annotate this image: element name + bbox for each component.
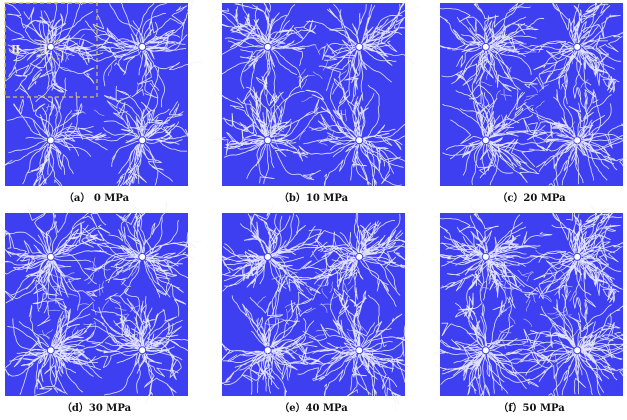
borehole <box>263 252 272 261</box>
borehole <box>138 346 147 355</box>
crack-network <box>472 45 589 156</box>
region-label: Ⅱ <box>11 43 20 56</box>
borehole <box>138 252 147 261</box>
caption: （c）20 MPa <box>497 191 566 204</box>
borehole <box>573 42 582 51</box>
borehole <box>355 346 364 355</box>
crack-network <box>1 77 131 190</box>
crack-network <box>44 33 150 142</box>
crack-network <box>82 200 202 317</box>
borehole <box>481 346 490 355</box>
borehole <box>138 42 147 51</box>
panel <box>215 203 418 410</box>
borehole <box>355 42 364 51</box>
panel <box>431 204 627 409</box>
borehole <box>481 136 490 145</box>
caption: （d）30 MPa <box>62 401 132 414</box>
borehole <box>138 136 147 145</box>
crack-network <box>505 293 627 409</box>
region-box <box>40 40 60 60</box>
caption: （e）40 MPa <box>279 401 348 414</box>
crack-network <box>292 78 406 192</box>
borehole <box>46 42 55 51</box>
panel <box>434 0 627 199</box>
crack-network <box>292 288 409 410</box>
borehole <box>46 346 55 355</box>
borehole <box>46 136 55 145</box>
caption: （b）10 MPa <box>279 191 349 204</box>
crack-network <box>255 246 368 364</box>
crack-network <box>289 210 418 307</box>
crack-network <box>263 32 362 148</box>
borehole <box>481 42 490 51</box>
crack-network <box>517 204 625 315</box>
borehole <box>573 346 582 355</box>
borehole <box>46 252 55 261</box>
crack-network <box>0 205 111 327</box>
borehole <box>263 136 272 145</box>
crack-network <box>306 0 418 104</box>
caption: （f）50 MPa <box>498 401 565 414</box>
region-label: Ⅰ <box>43 43 48 56</box>
borehole <box>355 252 364 261</box>
caption: （a） 0 MPa <box>64 191 130 204</box>
borehole <box>573 252 582 261</box>
crack-network <box>477 249 594 365</box>
panel <box>0 200 202 404</box>
borehole <box>263 42 272 51</box>
panel <box>211 0 418 192</box>
region-box <box>4 2 98 98</box>
crack-network <box>38 249 159 349</box>
crack-network <box>431 292 550 402</box>
